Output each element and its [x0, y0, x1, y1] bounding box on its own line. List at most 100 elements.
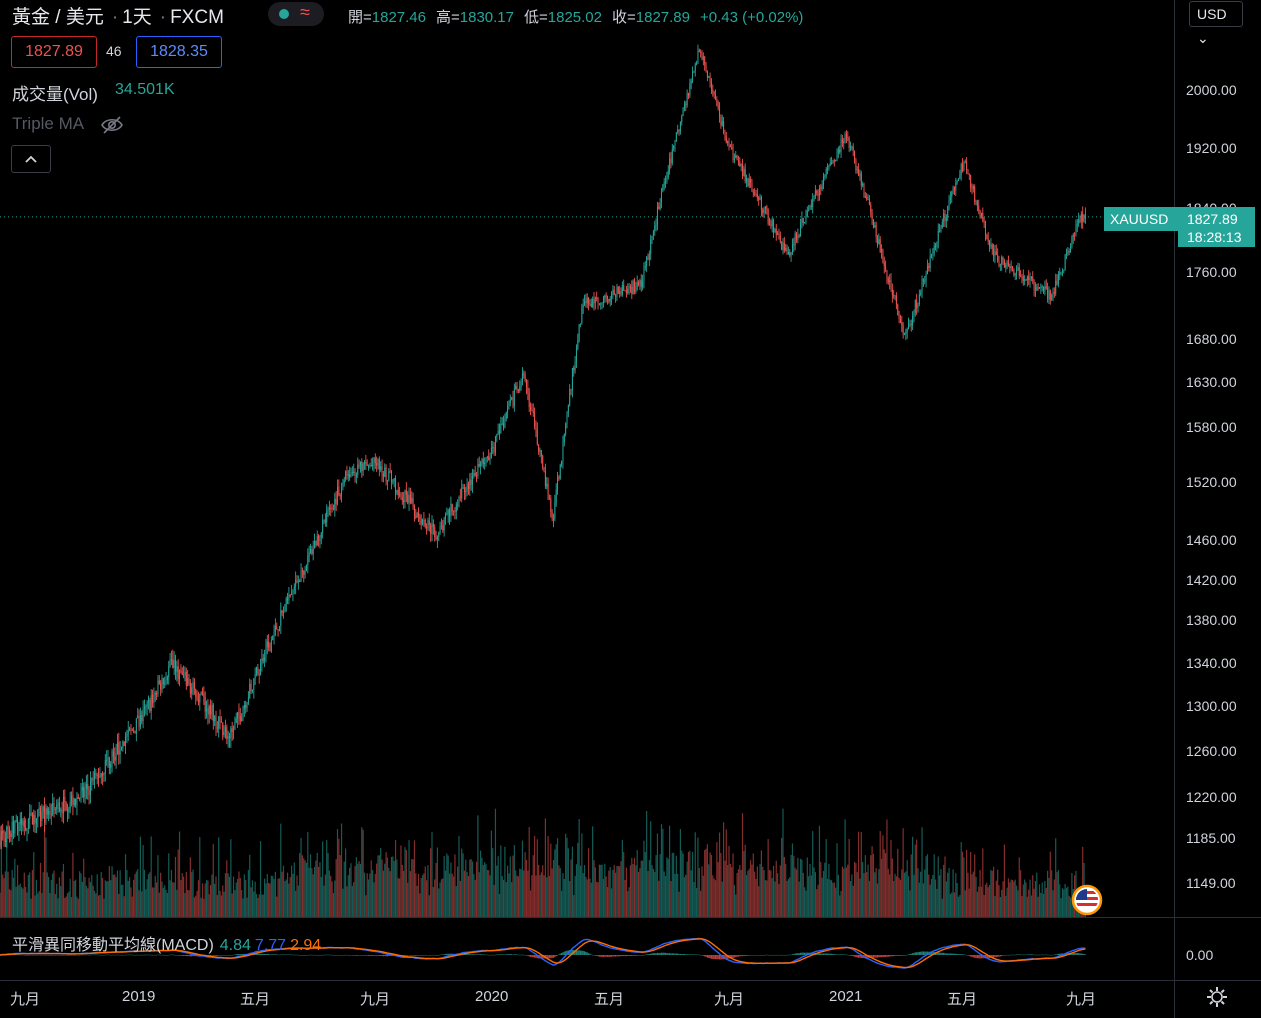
- macd-histogram-bar: [1007, 954, 1010, 956]
- candle-body: [19, 819, 21, 825]
- macd-histogram-bar: [797, 953, 799, 955]
- volume-bar: [255, 894, 258, 917]
- macd-histogram-bar: [1057, 953, 1059, 955]
- symbol-name[interactable]: 黃金 / 美元: [12, 7, 104, 28]
- candle-body: [573, 368, 575, 371]
- candle-body: [534, 413, 536, 427]
- candle-body: [817, 193, 819, 196]
- candle-body: [640, 280, 642, 288]
- price-axis[interactable]: [1174, 0, 1261, 1018]
- candle-body: [750, 178, 752, 183]
- macd-histogram-bar: [160, 954, 162, 956]
- volume-bar: [727, 864, 729, 917]
- currency-button[interactable]: USD ⌄: [1189, 1, 1243, 46]
- macd-histogram-bar: [301, 954, 303, 956]
- eye-hidden-icon[interactable]: [100, 114, 124, 136]
- volume-bar: [567, 848, 569, 917]
- volume-bar: [22, 888, 24, 917]
- macd-histogram-bar: [470, 954, 472, 955]
- volume-bar: [774, 881, 776, 917]
- volume-bar: [797, 857, 799, 917]
- candle-body: [905, 331, 907, 335]
- macd-histogram-bar: [1015, 954, 1018, 956]
- macd-histogram-bar: [768, 955, 771, 956]
- macd-histogram-bar: [832, 954, 834, 955]
- volume-bar: [253, 891, 255, 917]
- candle-body: [1025, 279, 1027, 281]
- candle-body: [169, 659, 171, 667]
- candle-body: [683, 104, 685, 109]
- macd-histogram-bar: [1029, 954, 1031, 955]
- sell-price-button[interactable]: 1827.89: [11, 36, 97, 68]
- triple-ma-label[interactable]: Triple MA: [12, 114, 85, 133]
- candle-body: [465, 490, 467, 493]
- volume-bar: [590, 882, 592, 917]
- volume-bar: [608, 870, 610, 917]
- settings-icon[interactable]: [1206, 986, 1228, 1008]
- collapse-legend-button[interactable]: [11, 145, 51, 173]
- volume-bar: [650, 821, 652, 917]
- candle-body: [835, 160, 837, 162]
- interval-label[interactable]: 1天: [122, 7, 152, 28]
- volume-bar: [151, 887, 154, 917]
- macd-histogram-bar: [166, 955, 168, 956]
- macd-legend[interactable]: 平滑異同移動平均線(MACD) 4.84 7.77 2.94: [12, 931, 321, 955]
- candle-body: [512, 397, 514, 407]
- candle-body: [497, 431, 499, 435]
- volume-bar: [671, 852, 673, 917]
- volume-bar: [511, 882, 513, 917]
- candle-body: [763, 208, 765, 214]
- volume-bar: [647, 870, 649, 917]
- candle-body: [160, 683, 162, 690]
- volume-bar: [93, 890, 96, 917]
- macd-histogram-bar: [516, 954, 518, 955]
- candle-body: [391, 471, 392, 483]
- us-flag-event-icon[interactable]: [1071, 884, 1103, 916]
- pane-separator[interactable]: [0, 917, 1261, 918]
- volume-bar: [538, 864, 540, 917]
- macd-histogram-bar: [102, 954, 104, 956]
- candle-body: [897, 304, 899, 316]
- macd-histogram-bar: [1084, 954, 1086, 955]
- macd-histogram-bar: [404, 955, 406, 956]
- candle-body: [524, 375, 526, 381]
- candle-body: [234, 722, 236, 730]
- volume-indicator-label[interactable]: 成交量(Vol): [12, 85, 98, 104]
- volume-bar: [270, 875, 272, 917]
- macd-histogram-bar: [571, 949, 573, 955]
- volume-bar: [712, 875, 714, 917]
- macd-histogram-bar: [856, 955, 858, 958]
- candle-body: [705, 64, 707, 71]
- buy-price-button[interactable]: 1828.35: [136, 36, 222, 68]
- macd-histogram-bar: [786, 954, 788, 956]
- candle-body: [755, 194, 757, 196]
- candle-body: [187, 678, 189, 686]
- volume-bar: [702, 875, 704, 917]
- candle-body: [856, 169, 858, 171]
- volume-bar: [218, 837, 220, 917]
- volume-bar: [515, 870, 517, 917]
- volume-bar: [465, 859, 467, 917]
- macd-label[interactable]: 平滑異同移動平均線(MACD): [12, 937, 214, 954]
- candle-body: [769, 223, 770, 225]
- symbol-title[interactable]: 黃金 / 美元 · 1天 · FXCM: [12, 2, 228, 29]
- candle-body: [204, 697, 206, 712]
- volume-bar: [459, 880, 461, 917]
- candle-body: [284, 611, 286, 613]
- macd-histogram-bar: [779, 954, 781, 956]
- volume-bar: [392, 856, 394, 917]
- macd-histogram-bar: [552, 955, 555, 958]
- candle-body: [827, 168, 829, 170]
- macd-histogram-bar: [820, 953, 822, 955]
- volume-bar: [448, 873, 451, 917]
- market-status-pill[interactable]: ≈: [268, 2, 324, 26]
- macd-histogram-bar: [297, 954, 299, 956]
- macd-histogram-bar: [273, 954, 275, 955]
- candle-body: [246, 703, 248, 708]
- macd-histogram-bar: [443, 954, 445, 955]
- macd-histogram-bar: [100, 954, 102, 956]
- candle-body: [478, 463, 480, 467]
- candle-body: [812, 199, 814, 207]
- macd-histogram-bar: [419, 955, 421, 956]
